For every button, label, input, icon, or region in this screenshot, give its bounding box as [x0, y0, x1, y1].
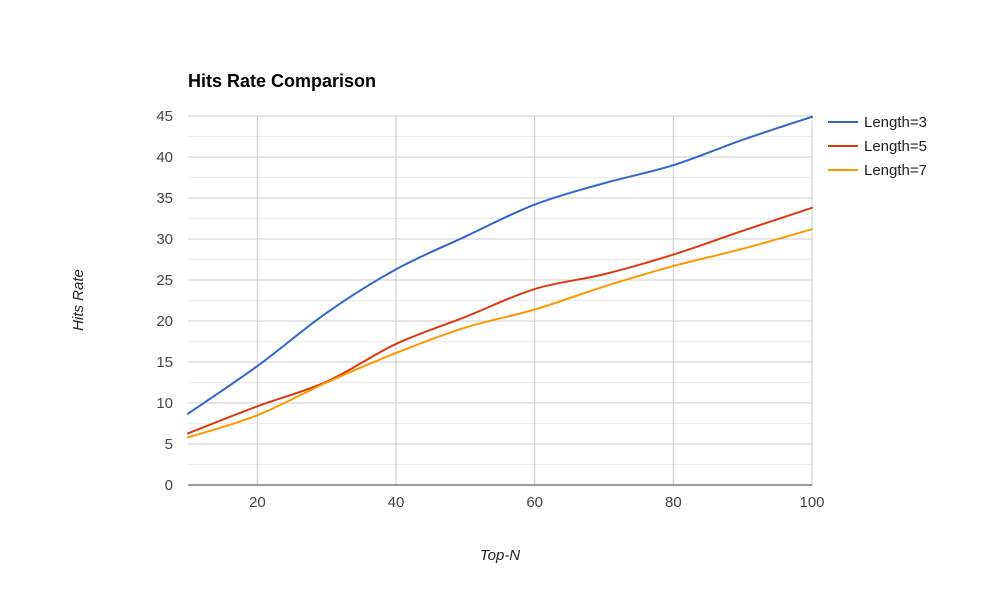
y-tick-label: 10	[156, 395, 173, 412]
y-axis-title: Hits Rate	[70, 269, 87, 331]
legend-label: Length=5	[864, 138, 927, 155]
legend-label: Length=3	[864, 114, 927, 131]
chart-title: Hits Rate Comparison	[188, 71, 376, 91]
legend-item: Length=7	[828, 162, 927, 179]
y-tick-label: 15	[156, 354, 173, 371]
legend-item: Length=3	[828, 114, 927, 131]
x-tick-label: 40	[388, 494, 405, 511]
x-tick-label: 20	[249, 494, 266, 511]
grid	[188, 115, 813, 485]
y-tick-label: 40	[156, 149, 173, 166]
y-tick-label: 0	[165, 477, 173, 494]
legend-label: Length=7	[864, 162, 927, 179]
y-tick-label: 25	[156, 272, 173, 289]
y-tick-label: 35	[156, 190, 173, 207]
y-tick-label: 5	[165, 436, 173, 453]
series-line-2	[187, 206, 813, 435]
y-tick-label: 30	[156, 231, 173, 248]
legend: Length=3 Length=5 Length=7	[828, 114, 927, 179]
x-tick-label: 100	[799, 494, 824, 511]
series-line-1	[187, 115, 813, 415]
y-tick-label: 45	[156, 108, 173, 125]
legend-item: Length=5	[828, 138, 927, 155]
x-axis-title: Top-N	[480, 547, 520, 564]
y-tick-label: 20	[156, 313, 173, 330]
series-lines	[187, 115, 813, 439]
x-tick-label: 60	[526, 494, 543, 511]
series-line-3	[187, 228, 813, 439]
x-tick-label: 80	[665, 494, 682, 511]
axes: 0 5 10 15 20 25 30 35 40 45 20 40 60 80 100	[156, 108, 824, 511]
